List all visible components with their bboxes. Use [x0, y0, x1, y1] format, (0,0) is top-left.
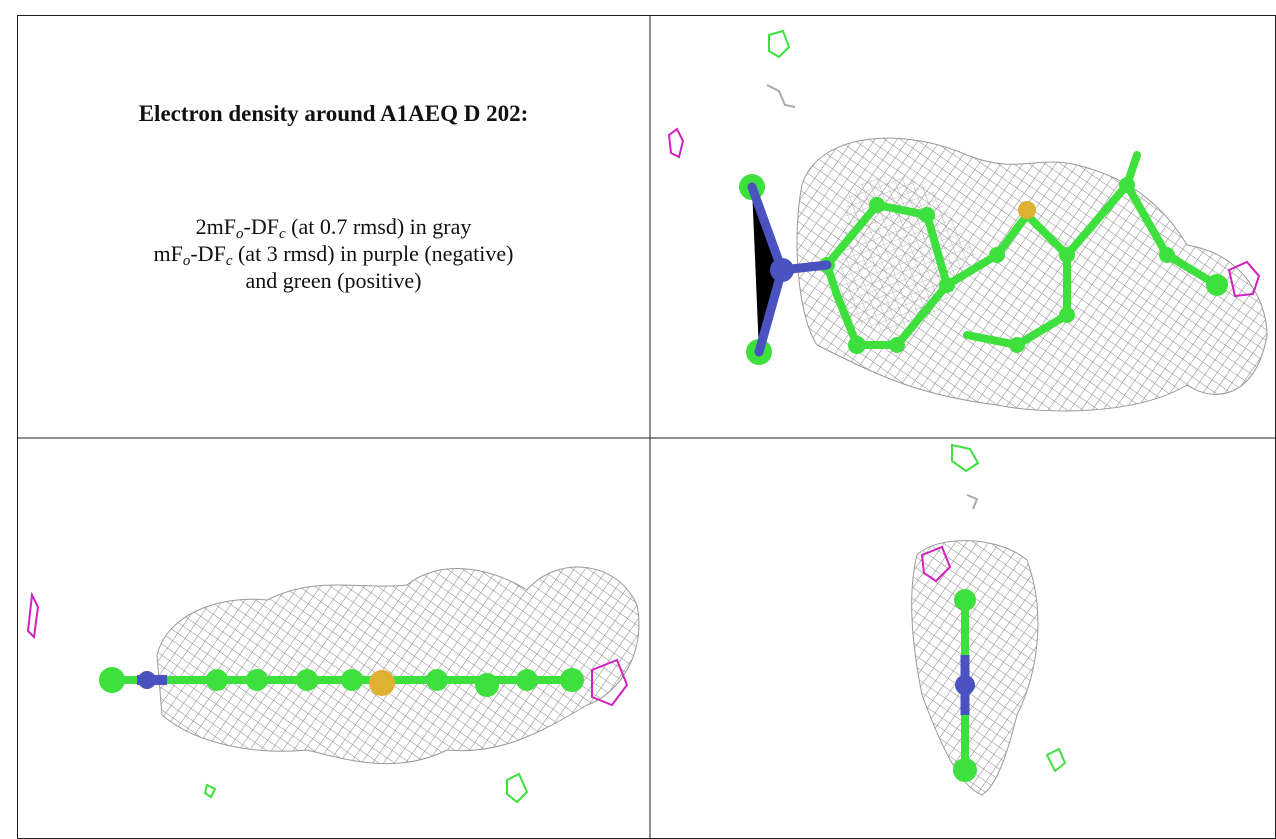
figure-table: Electron density around A1AEQ D 202: 2mF… [17, 15, 1276, 839]
subscript: o [182, 253, 191, 269]
table-grid [17, 15, 1276, 839]
density-view-top [667, 29, 1268, 412]
caption-line: 2mFo-DFc (at 0.7 rmsd) in gray [17, 213, 650, 242]
subscript: c [278, 226, 286, 242]
subscript: c [225, 253, 233, 269]
caption-cell: Electron density around A1AEQ D 202: 2mF… [17, 15, 650, 438]
text: -DF [190, 241, 226, 266]
density-view-side [26, 566, 640, 804]
text: (at 3 rmsd) in purple (negative) [232, 241, 514, 266]
caption-title: Electron density around A1AEQ D 202: [138, 101, 529, 126]
subscript: o [236, 226, 244, 242]
text: and green (positive) [245, 268, 422, 293]
text: mF [153, 241, 183, 266]
caption-line: mFo-DFc (at 3 rmsd) in purple (negative) [17, 240, 650, 269]
text: 2mF [195, 214, 236, 239]
caption-lines: 2mFo-DFc (at 0.7 rmsd) in gray mFo-DFc (… [17, 213, 650, 294]
density-view-end [911, 443, 1067, 796]
text: -DF [243, 214, 279, 239]
text: (at 0.7 rmsd) in gray [285, 214, 472, 239]
caption-line: and green (positive) [17, 267, 650, 294]
